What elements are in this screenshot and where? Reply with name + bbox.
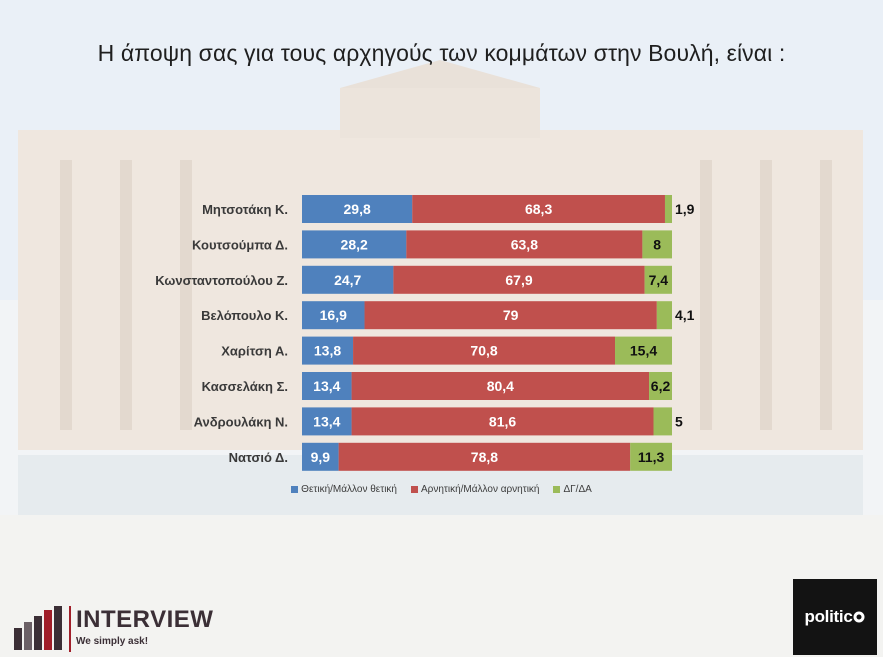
legend-item: ΔΓ/ΔΑ: [553, 484, 592, 495]
chart-title: Η άποψη σας για τους αρχηγούς των κομμάτ…: [97, 40, 786, 66]
data-label: 13,8: [314, 343, 341, 359]
category-label: Νατσιό Δ.: [229, 450, 288, 465]
bar-segment: [393, 265, 645, 294]
bar-segment: [338, 442, 631, 471]
data-label: 5: [675, 413, 683, 429]
politic-name: politic: [804, 607, 853, 626]
legend-swatch: [291, 486, 299, 493]
bar-segment: [302, 301, 365, 330]
interview-bars-icon: [14, 606, 62, 650]
bar-segment: [649, 372, 672, 400]
bar-segment: [653, 407, 672, 436]
data-label: 13,4: [313, 413, 340, 429]
category-label: Κασσελάκη Σ.: [202, 379, 288, 394]
legend-swatch: [410, 486, 418, 493]
interview-name: INTERVIEW: [76, 606, 214, 633]
data-label: 28,2: [341, 236, 368, 252]
politic-logo: politic: [793, 579, 877, 655]
category-label: Κουτσούμπα Δ.: [192, 237, 288, 252]
data-label: 81,6: [489, 413, 516, 429]
data-label: 6,2: [651, 378, 671, 394]
legend-label: ΔΓ/ΔΑ: [563, 484, 592, 495]
bar-segment: [302, 265, 394, 294]
interview-logo: INTERVIEW We simply ask!: [14, 604, 214, 654]
bar-segment: [351, 407, 654, 436]
bar-segment: [302, 230, 407, 259]
category-label: Ανδρουλάκη Ν.: [194, 414, 288, 429]
bar-segment: [302, 336, 354, 365]
bar-segment: [302, 442, 339, 471]
data-label: 8: [653, 236, 661, 252]
category-label: Μητσοτάκη Κ.: [202, 202, 288, 217]
interview-divider: [69, 606, 71, 652]
data-label: 9,9: [311, 449, 331, 465]
legend-label: Αρνητική/Μάλλον αρνητική: [420, 484, 540, 495]
data-label: 16,9: [320, 307, 347, 323]
data-label: 63,8: [511, 236, 538, 252]
bar-segment: [644, 265, 672, 294]
bar-segment: [353, 336, 616, 365]
legend-swatch: [553, 486, 561, 493]
bar-segment: [630, 442, 672, 471]
bar-segment: [412, 195, 665, 223]
legend-item: Θετική/Μάλλον θετική: [291, 484, 397, 495]
bar-segment: [302, 195, 413, 223]
data-label: 29,8: [344, 201, 371, 217]
category-label: Βελόπουλο Κ.: [201, 308, 288, 323]
bar-segment: [302, 372, 352, 400]
bar-segment: [364, 301, 657, 330]
chart-legend: Θετική/Μάλλον θετική Αρνητική/Μάλλον αρνη…: [0, 484, 883, 495]
legend-label: Θετική/Μάλλον θετική: [301, 484, 397, 495]
legend-item: Αρνητική/Μάλλον αρνητική: [410, 484, 540, 495]
data-label: 7,4: [649, 272, 669, 288]
data-label: 24,7: [334, 272, 361, 288]
data-label: 11,3: [638, 449, 665, 465]
category-label: Κωνσταντοπούλου Ζ.: [155, 273, 288, 288]
bar-segment: [664, 195, 672, 223]
bar-segment: [656, 301, 672, 330]
bar-segment: [406, 230, 643, 259]
data-label: 4,1: [675, 307, 695, 323]
data-label: 67,9: [505, 272, 532, 288]
data-label: 78,8: [471, 449, 498, 465]
data-label: 80,4: [487, 378, 514, 394]
interview-tagline: We simply ask!: [76, 636, 149, 647]
data-label: 79: [503, 307, 519, 323]
bar-segment: [615, 336, 672, 365]
bar-segment: [642, 230, 672, 259]
data-label: 70,8: [470, 343, 497, 359]
data-label: 15,4: [630, 343, 657, 359]
bar-segment: [302, 407, 352, 436]
data-label: 68,3: [525, 201, 552, 217]
category-label: Χαρίτση Α.: [221, 344, 288, 359]
data-label: 1,9: [675, 201, 695, 217]
politic-badge-icon: [853, 611, 865, 623]
bar-segment: [351, 372, 650, 400]
data-label: 13,4: [313, 378, 340, 394]
